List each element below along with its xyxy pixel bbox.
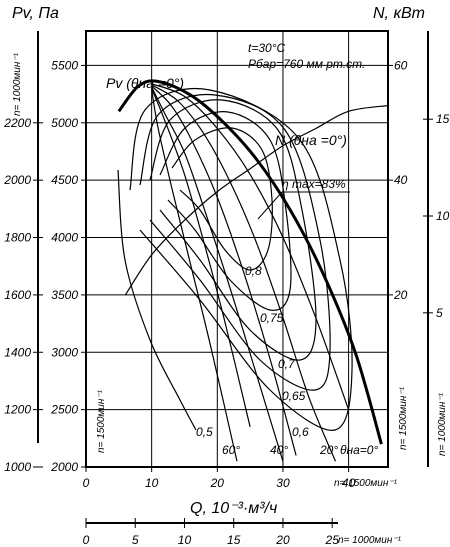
- vane-angle-curve: [151, 85, 297, 456]
- y-left-outer-tick-label: 1000: [4, 460, 31, 474]
- y-right-title: N, кВт: [373, 5, 425, 22]
- efficiency-label: 0,6: [292, 425, 309, 439]
- y-right-outer-tick-label: 10: [436, 209, 450, 223]
- speed-label-x-secondary: n= 1000мин⁻¹: [338, 535, 402, 546]
- angle-label: 20°: [319, 443, 338, 457]
- power-curve: [124, 105, 389, 296]
- y-left-tick-label: 5500: [51, 58, 78, 72]
- x-main-tick-label: 20: [210, 476, 225, 490]
- y-right-outer-tick-label: 15: [436, 112, 450, 126]
- x-main-tick-label: 30: [276, 476, 290, 490]
- x-main-tick-label: 40: [342, 476, 356, 490]
- y-right-outer-tick-label: 5: [436, 306, 443, 320]
- y-left-tick-label: 5000: [51, 116, 78, 130]
- x-main-tick-label: 0: [83, 476, 90, 490]
- efficiency-contour: [171, 127, 273, 271]
- x-secondary-tick-label: 5: [132, 533, 139, 547]
- angle-label: 40°: [270, 443, 288, 457]
- x-secondary-tick-label: 10: [178, 533, 192, 547]
- x-main-title: Q, 10⁻³·м³/ч: [190, 500, 277, 517]
- y-right-tick-label: 60: [394, 58, 408, 72]
- y-right-tick-label: 40: [394, 173, 408, 187]
- efficiency-label: 0,5: [196, 425, 213, 439]
- y-left-outer-tick-label: 2000: [3, 173, 31, 187]
- condition-temperature: t=30°C: [248, 41, 285, 55]
- efficiency-contour: [129, 87, 353, 431]
- efficiency-label: 0,65: [282, 389, 306, 403]
- angle-label: θна=0°: [340, 443, 378, 457]
- tick-labels: 5500500045004000350030002500200022002000…: [3, 58, 449, 547]
- plot-frame: [85, 30, 389, 468]
- vane-angle-curve: [151, 88, 251, 427]
- efficiency-contour: [149, 99, 317, 361]
- efficiency-label: 0,75: [260, 311, 284, 325]
- speed-label-right-outer: n= 1000мин⁻¹: [437, 392, 448, 456]
- eta-max-label: η max=83%: [282, 177, 346, 191]
- vane-angle-curve: [151, 89, 238, 462]
- angle-label: 60°: [222, 443, 240, 457]
- x-secondary-tick-label: 0: [83, 533, 90, 547]
- y-left-tick-label: 3500: [51, 288, 78, 302]
- x-main-tick-label: 10: [145, 476, 159, 490]
- y-left-outer-tick-label: 2200: [3, 116, 31, 130]
- y-left-outer-tick-label: 1800: [4, 231, 31, 245]
- pv-curve-label: Pv (θна =0°): [106, 75, 184, 91]
- y-left-tick-label: 4000: [51, 231, 78, 245]
- speed-label-x-main: n= 1500мин⁻¹: [334, 478, 398, 489]
- y-left-tick-label: 2000: [50, 460, 78, 474]
- y-left-tick-label: 2500: [50, 403, 78, 417]
- x-secondary-tick-label: 15: [227, 533, 241, 547]
- grid: [86, 31, 388, 467]
- speed-label-right-inner: n= 1500мин⁻¹: [398, 386, 409, 450]
- curves: [117, 79, 389, 462]
- y-left-tick-label: 4500: [51, 173, 78, 187]
- speed-label-left-outer: n= 1000мин⁻¹: [12, 52, 23, 116]
- efficiency-label: 0,7: [278, 357, 296, 371]
- y-left-tick-label: 3000: [51, 345, 78, 359]
- vane-angle-curve: [151, 84, 337, 462]
- efficiency-contour-0-5: [117, 169, 197, 431]
- y-left-outer-tick-label: 1400: [4, 345, 31, 359]
- y-right-tick-label: 20: [393, 288, 408, 302]
- pressure-curve: [117, 79, 383, 445]
- x-secondary-tick-label: 20: [275, 533, 290, 547]
- x-secondary-tick-label: 25: [325, 533, 340, 547]
- y-left-outer-tick-label: 1200: [4, 403, 31, 417]
- power-curve-label: N (θна =0°): [275, 132, 347, 148]
- efficiency-contour: [159, 111, 292, 311]
- eta-max-leader: [257, 191, 283, 220]
- efficiency-contour: [139, 93, 331, 391]
- y-left-outer-tick-label: 1600: [4, 288, 31, 302]
- speed-label-left-inner: n= 1500мин⁻¹: [96, 389, 107, 453]
- condition-pressure: Рбар=760 мм рт.ст.: [248, 57, 365, 71]
- y-left-title: Pv, Па: [12, 5, 59, 22]
- efficiency-label: 0,8: [245, 264, 262, 278]
